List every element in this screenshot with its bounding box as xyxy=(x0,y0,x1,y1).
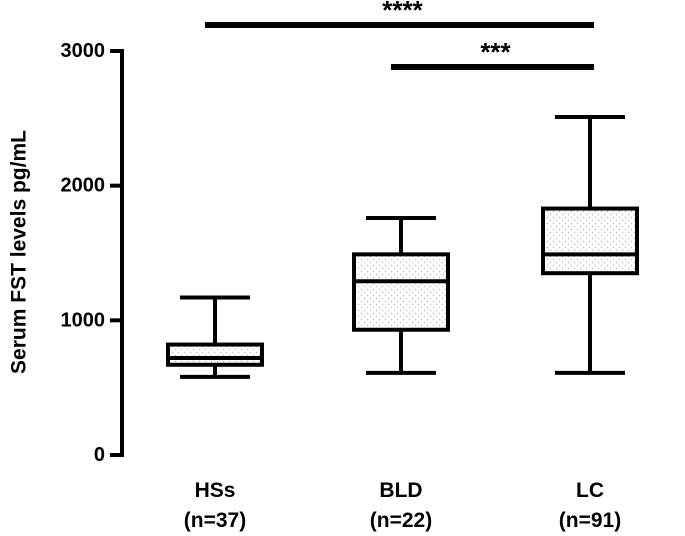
category-label: HSs xyxy=(195,479,236,502)
iqr-box xyxy=(541,206,639,276)
plot-area: 0 1000 2000 3000 HSs (n=37) BLD (n=22) LC (n=91) *… xyxy=(61,0,639,532)
iqr-box xyxy=(166,342,264,367)
category-label: LC xyxy=(576,479,604,502)
iqr-box xyxy=(352,252,450,332)
y-axis-title: Serum FST levels pg/mL xyxy=(8,130,31,374)
category-label: BLD xyxy=(379,479,422,502)
y-tick-label: 2000 xyxy=(61,175,106,197)
box-hss xyxy=(166,295,264,379)
y-tick-label: 0 xyxy=(94,444,105,466)
significance-label: *** xyxy=(480,37,511,67)
y-tick-label: 3000 xyxy=(61,40,106,62)
y-tick-label: 1000 xyxy=(61,309,106,331)
significance-label: **** xyxy=(382,0,423,25)
category-n-label: (n=91) xyxy=(559,509,621,532)
box-bld xyxy=(352,215,450,375)
box-lc xyxy=(541,114,639,375)
category-n-label: (n=22) xyxy=(370,509,432,532)
category-n-label: (n=37) xyxy=(184,509,246,532)
